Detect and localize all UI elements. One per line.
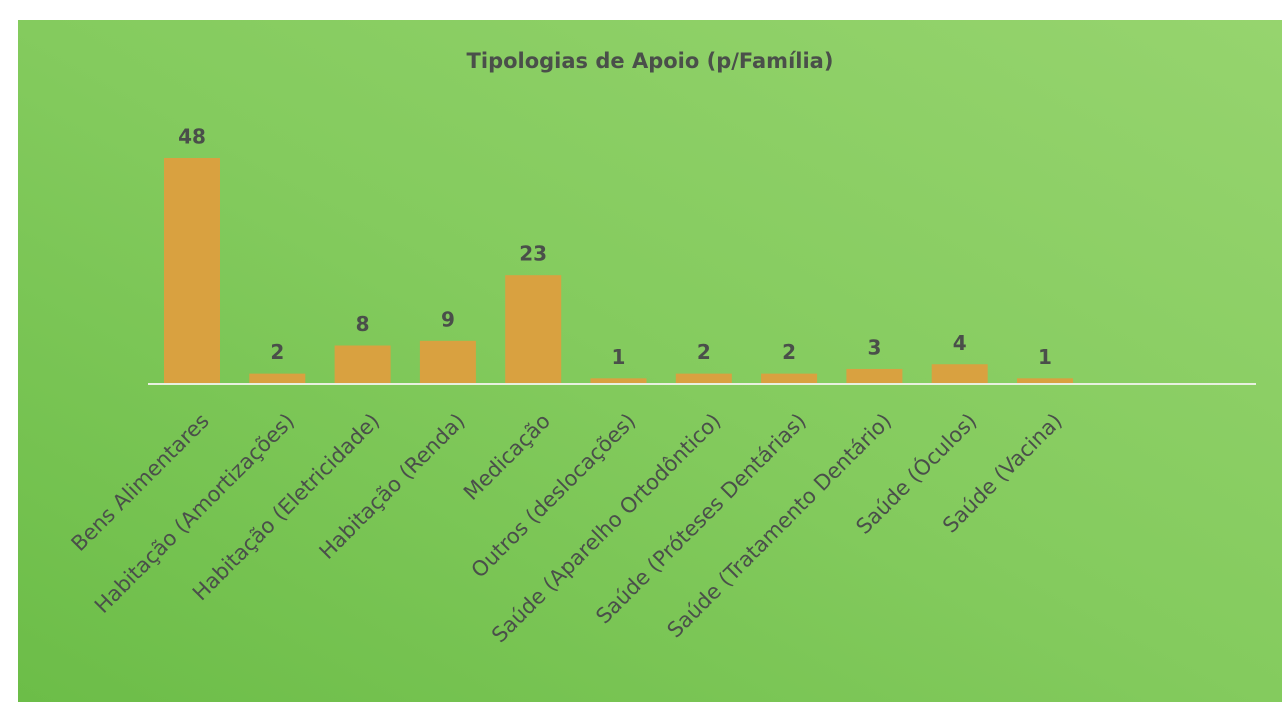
data-label: 3 [867,335,881,359]
bar [846,368,903,383]
bar [249,373,306,383]
chart-title: Tipologias de Apoio (p/Família) [467,49,834,73]
bar [164,158,220,383]
bar [334,345,391,383]
data-label: 4 [953,331,967,355]
bar [675,373,732,383]
data-label: 2 [270,340,284,364]
bar [761,373,818,383]
data-label: 48 [178,125,206,149]
bar [590,378,647,383]
data-label: 2 [697,340,711,364]
data-label: 1 [612,345,626,369]
data-label: 23 [519,242,547,266]
data-label: 1 [1038,345,1052,369]
data-label: 8 [356,312,370,336]
bar [931,364,988,383]
bar [505,275,562,383]
chart-background [18,20,1282,702]
bar [419,340,476,383]
bar [1017,378,1073,383]
data-label: 9 [441,307,455,331]
data-label: 2 [782,340,796,364]
